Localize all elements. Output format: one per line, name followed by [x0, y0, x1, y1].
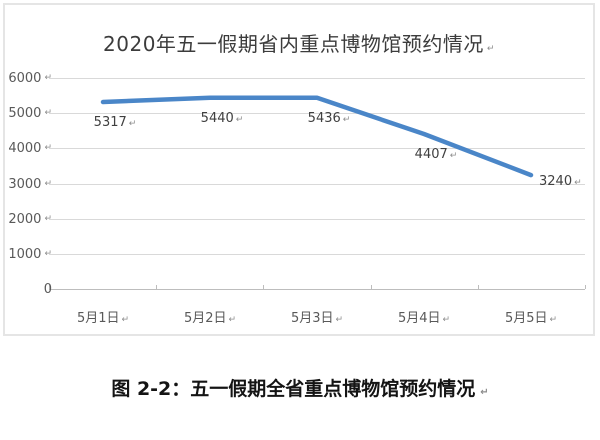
y-tick-label: 2000 ↵ — [5, 211, 52, 227]
x-tick-label: 5月5日 ↵ — [486, 307, 576, 326]
axis-tick — [49, 285, 50, 289]
chart-figure: 2020年五一假期省内重点博物馆预约情况 ↵ 0 1000 ↵ 2000 ↵ 3000 ↵ 40… — [3, 3, 595, 336]
paragraph-mark-icon: ↵ — [44, 108, 52, 118]
data-label-value: 5440 — [200, 111, 234, 126]
data-label: 5440 ↵ — [182, 111, 262, 126]
paragraph-mark-icon: ↵ — [342, 115, 351, 125]
data-label: 5317 ↵ — [75, 115, 155, 130]
chart-title: 2020年五一假期省内重点博物馆预约情况 ↵ — [5, 31, 593, 62]
y-tick-label: 5000 ↵ — [5, 105, 52, 121]
line-chart-canvas — [100, 95, 534, 178]
y-tick-value: 6000 — [8, 70, 42, 86]
paragraph-mark-icon: ↵ — [480, 387, 489, 398]
paragraph-mark-icon: ↵ — [44, 143, 52, 153]
paragraph-mark-icon: ↵ — [442, 315, 451, 325]
paragraph-mark-icon: ↵ — [228, 315, 237, 325]
y-tick-label: 1000 ↵ — [5, 246, 52, 262]
y-tick-value: 4000 — [8, 140, 42, 156]
x-tick-value: 5月1日 — [76, 311, 120, 326]
y-tick-label: 3000 ↵ — [5, 176, 52, 192]
data-label-value: 5317 — [93, 115, 127, 130]
y-tick-label: 6000 ↵ — [5, 70, 52, 86]
paragraph-mark-icon: ↵ — [574, 178, 582, 188]
data-label-value: 5436 — [307, 111, 341, 126]
paragraph-mark-icon: ↵ — [486, 44, 495, 54]
paragraph-mark-icon: ↵ — [121, 315, 130, 325]
plot-area: 0 1000 ↵ 2000 ↵ 3000 ↵ 4000 ↵ 5000 ↵ 6000 ↵ 5月1日 ↵ 5月2日… — [5, 5, 593, 334]
x-axis-line — [49, 289, 585, 290]
x-tick-label: 5月4日 ↵ — [379, 307, 469, 326]
gridline — [49, 254, 585, 255]
paragraph-mark-icon: ↵ — [44, 214, 52, 224]
data-label: 4407 ↵ — [396, 147, 476, 162]
axis-tick — [371, 285, 372, 289]
series-line — [100, 95, 534, 178]
axis-tick — [585, 285, 586, 289]
figure-caption-text: 图 2-2：五一假期全省重点博物馆预约情况 — [111, 378, 476, 400]
data-label: 5436 ↵ — [289, 111, 369, 126]
axis-tick — [478, 285, 479, 289]
gridline — [49, 148, 585, 149]
x-tick-label: 5月3日 ↵ — [272, 307, 362, 326]
chart-title-text: 2020年五一假期省内重点博物馆预约情况 — [103, 32, 484, 56]
y-tick-value: 1000 — [8, 246, 42, 262]
data-label-value: 3240 — [539, 174, 573, 189]
y-tick-value: 0 — [43, 281, 52, 297]
gridline — [49, 219, 585, 220]
x-tick-label: 5月2日 ↵ — [165, 307, 255, 326]
paragraph-mark-icon: ↵ — [549, 315, 558, 325]
x-tick-label: 5月1日 ↵ — [58, 307, 148, 326]
x-tick-value: 5月5日 — [504, 311, 548, 326]
data-label: 3240 ↵ — [539, 174, 582, 189]
y-tick-value: 2000 — [8, 211, 42, 227]
x-tick-value: 5月4日 — [397, 311, 441, 326]
axis-tick — [156, 285, 157, 289]
paragraph-mark-icon: ↵ — [44, 73, 52, 83]
gridline — [49, 78, 585, 79]
y-tick-label: 0 — [5, 281, 52, 297]
figure-caption: 图 2-2：五一假期全省重点博物馆预约情况 ↵ — [0, 374, 600, 401]
y-tick-value: 5000 — [8, 105, 42, 121]
y-tick-label: 4000 ↵ — [5, 140, 52, 156]
gridline — [49, 113, 585, 114]
paragraph-mark-icon: ↵ — [44, 249, 52, 259]
data-label-value: 4407 — [414, 147, 448, 162]
x-tick-value: 5月2日 — [183, 311, 227, 326]
paragraph-mark-icon: ↵ — [128, 119, 137, 129]
paragraph-mark-icon: ↵ — [449, 151, 458, 161]
paragraph-mark-icon: ↵ — [235, 115, 244, 125]
paragraph-mark-icon: ↵ — [44, 179, 52, 189]
paragraph-mark-icon: ↵ — [335, 315, 344, 325]
y-tick-value: 3000 — [8, 176, 42, 192]
axis-tick — [263, 285, 264, 289]
x-tick-value: 5月3日 — [290, 311, 334, 326]
gridline — [49, 184, 585, 185]
